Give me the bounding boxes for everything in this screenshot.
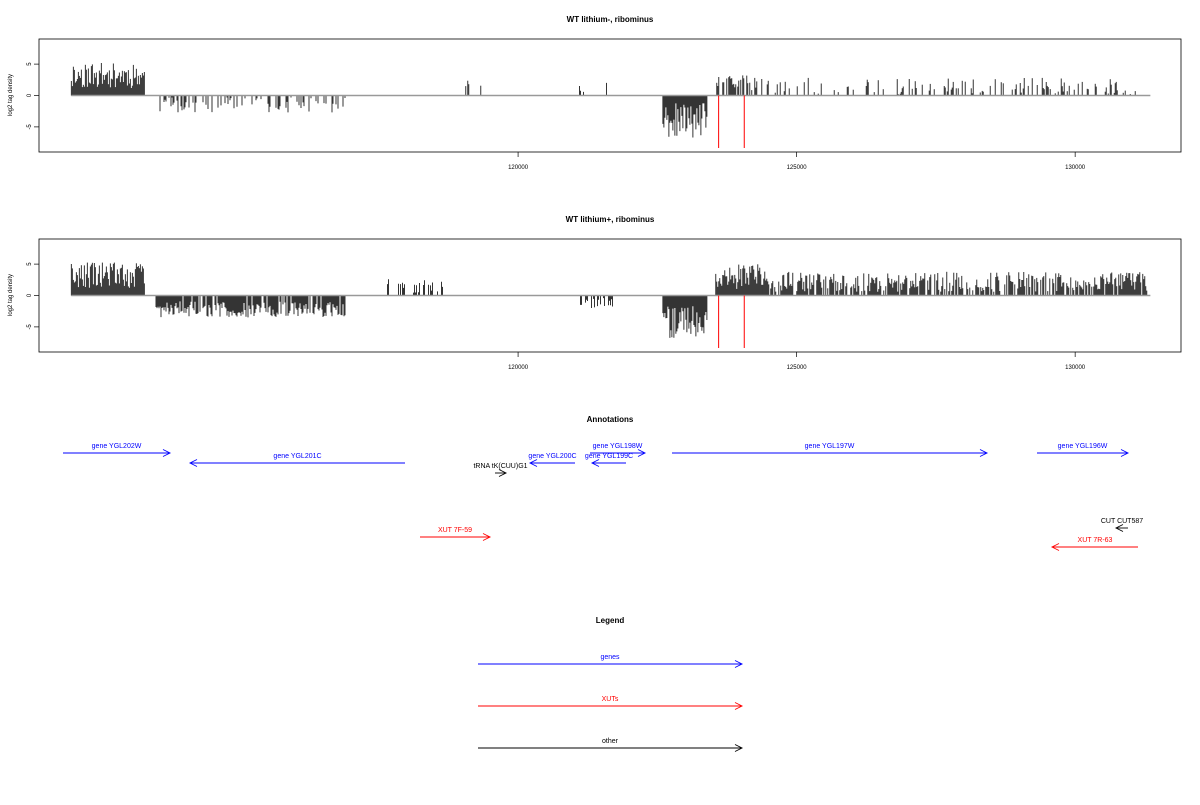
panel1-axes: 120000 125000 130000 -5 0 5 — [27, 62, 1086, 171]
gene-feature: gene YGL201C — [188, 453, 405, 467]
panel2-ylabel: log2 tag density — [8, 274, 14, 316]
legend-item-xut: XUTs — [478, 696, 744, 710]
feature-label: gene YGL196W — [1058, 443, 1108, 450]
x-tick-label: 125000 — [787, 365, 808, 371]
arrow-head — [162, 449, 172, 457]
legend-title: Legend — [596, 616, 625, 625]
feature-label: gene YGL198W — [593, 443, 643, 450]
legend-item-other: other — [478, 738, 744, 752]
feature-label: tRNA tK(CUU)G1 — [473, 463, 527, 470]
arrow-head — [1120, 449, 1130, 457]
gene-feature: gene YGL200C — [528, 453, 577, 467]
gene-feature: gene YGL196W — [1037, 443, 1130, 457]
y-tick-label: 0 — [27, 293, 33, 297]
x-tick-label: 125000 — [787, 165, 808, 171]
gene-feature: gene YGL197W — [672, 443, 989, 457]
panel-lithium-minus: WT lithium-, ribominus log2 tag density … — [8, 15, 1182, 171]
feature-label: gene YGL201C — [273, 453, 321, 460]
feature-label: XUT 7R-63 — [1078, 537, 1113, 544]
arrow-head — [637, 449, 647, 457]
y-tick-label: -5 — [27, 124, 33, 130]
y-tick-label: 5 — [27, 262, 33, 266]
y-tick-label: -5 — [27, 324, 33, 330]
panel1-bars — [70, 63, 1151, 138]
annotations-title: Annotations — [587, 415, 634, 424]
xut-feature: XUT 7R-63 — [1050, 537, 1138, 551]
feature-label: gene YGL197W — [805, 443, 855, 450]
panel2-axes: 120000 125000 130000 -5 0 5 — [27, 262, 1086, 371]
feature-label: gene YGL202W — [92, 443, 142, 450]
feature-label: XUT 7F-59 — [438, 527, 472, 534]
legend-item-gene: genes — [478, 654, 744, 668]
arrow-head — [734, 744, 744, 752]
y-tick-label: 5 — [27, 62, 33, 66]
panel1-title: WT lithium-, ribominus — [567, 15, 654, 24]
gene-feature: gene YGL199C — [585, 453, 633, 467]
gene-feature: gene YGL202W — [63, 443, 172, 457]
arrow-head — [482, 533, 492, 541]
panel1-ylabel: log2 tag density — [8, 74, 14, 116]
gene-feature: gene YGL198W — [590, 443, 647, 457]
feature-label: gene YGL199C — [585, 453, 633, 460]
arrow-head — [734, 660, 744, 668]
panel1-red-markers — [718, 95, 745, 148]
x-tick-label: 120000 — [508, 165, 529, 171]
panel2-bars — [70, 262, 1151, 338]
panel2-red-markers — [718, 295, 745, 348]
arrow-head — [498, 469, 508, 477]
arrow-head — [590, 459, 600, 467]
feature-label: XUTs — [602, 696, 619, 703]
panel2-title: WT lithium+, ribominus — [566, 215, 655, 224]
x-tick-label: 130000 — [1065, 165, 1086, 171]
x-tick-label: 130000 — [1065, 365, 1086, 371]
legend-items: genes XUTs other — [478, 654, 744, 752]
arrow-head — [188, 459, 198, 467]
y-tick-label: 0 — [27, 93, 33, 97]
arrow-head — [1050, 543, 1060, 551]
xut-feature: XUT 7F-59 — [420, 527, 492, 541]
annotation-features: gene YGL202W gene YGL201C gene YGL200C gene… — [63, 443, 1143, 551]
other-feature: tRNA tK(CUU)G1 — [473, 463, 528, 477]
panel-lithium-plus: WT lithium+, ribominus log2 tag density … — [8, 215, 1182, 371]
arrow-head — [528, 459, 538, 467]
feature-label: CUT CUT587 — [1101, 518, 1143, 525]
arrow-head — [1114, 524, 1124, 532]
other-feature: CUT CUT587 — [1101, 518, 1143, 532]
feature-label: genes — [600, 654, 620, 661]
legend: Legend genes XUTs other — [478, 616, 744, 752]
feature-label: gene YGL200C — [528, 453, 576, 460]
arrow-head — [979, 449, 989, 457]
x-tick-label: 120000 — [508, 365, 529, 371]
arrow-head — [734, 702, 744, 710]
feature-label: other — [602, 738, 619, 745]
